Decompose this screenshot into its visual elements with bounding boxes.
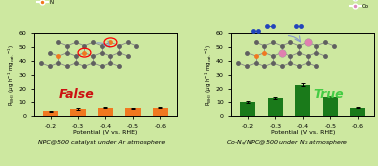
Text: NPC@500 catalyst under Ar atmosphere: NPC@500 catalyst under Ar atmosphere: [39, 140, 166, 145]
Text: True: True: [313, 88, 344, 101]
Bar: [70, 109, 85, 116]
Bar: [295, 85, 310, 116]
Legend: NH$_3$, N$_2$, Co: NH$_3$, N$_2$, Co: [350, 0, 374, 9]
X-axis label: Potential (V vs. RHE): Potential (V vs. RHE): [271, 130, 335, 135]
Bar: [240, 102, 255, 116]
Text: False: False: [59, 88, 95, 101]
Text: Co-N$_x$/NPC@500 under N$_2$ atmosphere: Co-N$_x$/NPC@500 under N$_2$ atmosphere: [226, 138, 349, 147]
Y-axis label: R$_{NH_3}$ ($\mu$g h$^{-1}$ mg$_{cat.}$$^{-1}$): R$_{NH_3}$ ($\mu$g h$^{-1}$ mg$_{cat.}$$…: [6, 44, 17, 106]
Bar: [350, 108, 365, 116]
Bar: [125, 108, 141, 116]
Y-axis label: R$_{NH_3}$ ($\mu$g h$^{-1}$ mg$_{cat.}$$^{-1}$): R$_{NH_3}$ ($\mu$g h$^{-1}$ mg$_{cat.}$$…: [203, 44, 214, 106]
Bar: [323, 97, 338, 116]
Bar: [153, 108, 168, 116]
X-axis label: Potential (V vs. RHE): Potential (V vs. RHE): [73, 130, 138, 135]
Bar: [98, 108, 113, 116]
Bar: [43, 111, 58, 116]
Legend: NH$_3$, C, N: NH$_3$, C, N: [37, 0, 61, 5]
Bar: [268, 98, 283, 116]
